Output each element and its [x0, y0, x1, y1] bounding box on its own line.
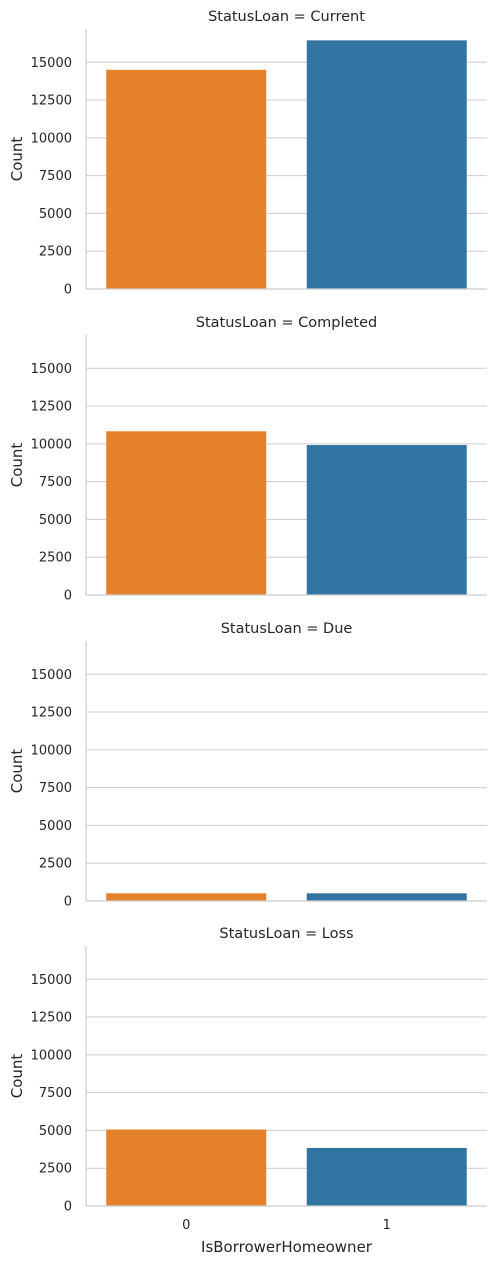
- bar-1: [307, 893, 467, 901]
- bar-0: [106, 893, 266, 901]
- y-tick-label: 12500: [31, 706, 72, 721]
- bar-0: [106, 70, 266, 289]
- y-tick-label: 7500: [39, 1086, 72, 1101]
- y-tick-label: 2500: [39, 551, 72, 566]
- x-tick-label: 0: [182, 1218, 190, 1233]
- y-tick-label: 10000: [31, 437, 72, 452]
- panel-title: StatusLoan = Current: [208, 9, 365, 25]
- y-tick-label: 15000: [31, 362, 72, 377]
- y-tick-label: 5000: [39, 513, 72, 528]
- y-tick-label: 15000: [31, 668, 72, 683]
- y-tick-label: 12500: [31, 1011, 72, 1026]
- y-axis-label: Count: [8, 137, 26, 182]
- y-tick-label: 7500: [39, 475, 72, 490]
- y-axis-label: Count: [8, 443, 26, 488]
- y-tick-label: 10000: [31, 1048, 72, 1063]
- y-tick-label: 5000: [39, 1124, 72, 1139]
- y-tick-label: 7500: [39, 781, 72, 796]
- panel-4: StatusLoan = Loss 0 2500 5000 7500 10000 12500…: [8, 926, 487, 1256]
- panel-3: StatusLoan = Due 0 2500 5000 7500 10000 12500 1…: [8, 621, 487, 910]
- y-tick-label: 5000: [39, 207, 72, 222]
- panel-title: StatusLoan = Loss: [219, 926, 353, 942]
- y-tick-label: 10000: [31, 131, 72, 146]
- y-tick-label: 15000: [31, 973, 72, 988]
- y-tick-label: 0: [64, 589, 72, 604]
- y-axis-label: Count: [8, 1054, 26, 1099]
- bar-1: [307, 1148, 467, 1206]
- y-tick-label: 12500: [31, 400, 72, 415]
- bar-0: [106, 1130, 266, 1206]
- x-axis-label: IsBorrowerHomeowner: [201, 1238, 373, 1256]
- y-tick-label: 2500: [39, 245, 72, 260]
- y-tick-label: 0: [64, 895, 72, 910]
- y-axis-label: Count: [8, 749, 26, 794]
- y-tick-label: 10000: [31, 743, 72, 758]
- panel-1: StatusLoan = Current 0 2500 5000 7500 10000 12…: [8, 9, 487, 298]
- panel-2: StatusLoan = Completed 0 2500 5000 7500 10000…: [8, 315, 487, 604]
- panel-title: StatusLoan = Due: [221, 621, 353, 637]
- panel-title: StatusLoan = Completed: [196, 315, 377, 331]
- y-tick-label: 15000: [31, 56, 72, 71]
- bar-1: [307, 445, 467, 595]
- y-tick-label: 2500: [39, 857, 72, 872]
- x-tick-label: 1: [383, 1218, 391, 1233]
- bar-1: [307, 40, 467, 289]
- y-tick-label: 0: [64, 283, 72, 298]
- bar-0: [106, 431, 266, 595]
- y-tick-label: 12500: [31, 94, 72, 109]
- y-tick-label: 2500: [39, 1162, 72, 1177]
- y-tick-label: 0: [64, 1200, 72, 1215]
- y-tick-label: 5000: [39, 819, 72, 834]
- y-tick-label: 7500: [39, 169, 72, 184]
